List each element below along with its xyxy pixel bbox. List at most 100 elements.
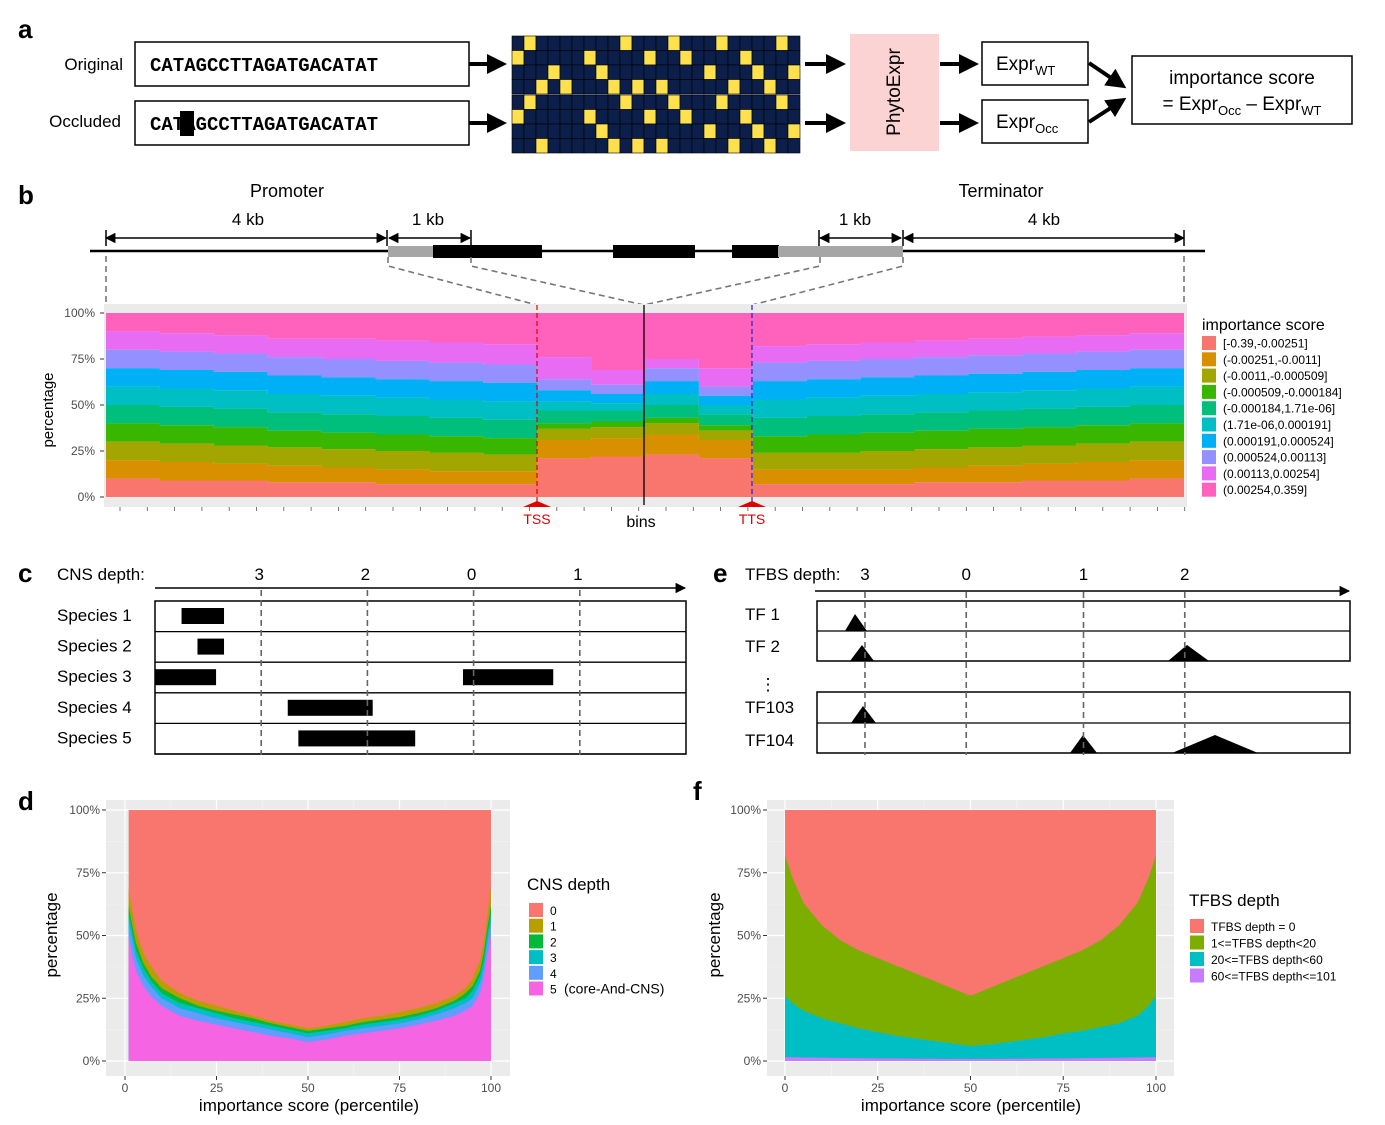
onehot-cell xyxy=(691,123,705,139)
tss-marker xyxy=(523,501,551,507)
area-series-0 xyxy=(128,810,491,1061)
legend-b: [-0.39,-0.00251] (-0.00251,-0.0011] (-0.00… xyxy=(1202,336,1342,497)
xtick-label: 25 xyxy=(871,1081,885,1095)
onehot-cell xyxy=(751,94,765,110)
legend-key-b xyxy=(1202,336,1216,350)
xlabel-b: bins xyxy=(626,514,655,531)
onehot-cell xyxy=(715,64,729,80)
onehot-cell xyxy=(727,109,741,125)
onehot-cell xyxy=(643,123,657,139)
onehot-cell xyxy=(523,138,537,154)
legend-key-b xyxy=(1202,417,1216,432)
legend-key xyxy=(1190,952,1204,966)
onehot-cell xyxy=(763,64,777,80)
onehot-cell xyxy=(667,138,681,154)
panel-letter-c: c xyxy=(18,558,32,588)
onehot-cell xyxy=(583,79,597,95)
onehot-cell xyxy=(595,138,609,154)
cns-bar xyxy=(197,638,225,655)
onehot-cell xyxy=(583,109,597,125)
onehot-cell xyxy=(739,123,753,139)
panel-c: c CNS depth: 3 2 0 1 Species 1 Species 2 Speci… xyxy=(18,558,687,755)
panel-f: f 0% 0 25% 25 50% 50 75% 75 100% 100 percentage i… xyxy=(693,776,1337,1115)
onehot-cell xyxy=(571,64,585,80)
onehot-cell xyxy=(715,138,729,154)
onehot-cell xyxy=(511,64,525,80)
legend-label-b: [-0.39,-0.00251] xyxy=(1223,337,1308,351)
ytick-label: 25% xyxy=(737,991,761,1005)
tf-ellipsis: ⋮ xyxy=(760,675,777,694)
expr-wt-label: ExprWT xyxy=(996,54,1055,78)
legend-label-b: (1.71e-06,0.000191] xyxy=(1223,418,1331,432)
onehot-cell xyxy=(535,50,549,66)
onehot-cell xyxy=(535,138,549,154)
onehot-cell xyxy=(631,94,645,110)
onehot-cell xyxy=(643,35,657,51)
onehot-cell xyxy=(619,79,633,95)
tfbs-depth-label: 2 xyxy=(1180,565,1189,584)
tf-label: TF 1 xyxy=(745,605,780,624)
onehot-cell xyxy=(703,109,717,125)
tfbs-depth-label: 3 xyxy=(860,565,869,584)
tfbs-panel: 3 0 1 2 TF 1 TF 2 TF103 TF104 ⋮ xyxy=(745,565,1351,755)
onehot-cell xyxy=(655,35,669,51)
onehot-cell xyxy=(559,79,573,95)
legend-key xyxy=(529,950,543,965)
onehot-cell xyxy=(571,35,585,51)
stacked-area-b xyxy=(106,313,1184,497)
onehot-cell xyxy=(631,50,645,66)
xtick-label: 50 xyxy=(301,1081,315,1095)
onehot-cell xyxy=(691,94,705,110)
tf-label: TF 2 xyxy=(745,637,780,656)
legend-key xyxy=(529,918,543,933)
onehot-cell xyxy=(691,138,705,154)
onehot-cell xyxy=(691,79,705,95)
ytick-label: 0% xyxy=(744,1054,762,1068)
onehot-cell xyxy=(751,138,765,154)
onehot-cell xyxy=(643,64,657,80)
onehot-cell xyxy=(607,94,621,110)
arrow-wt-to-score xyxy=(1087,61,1127,89)
onehot-cell xyxy=(679,64,693,80)
legend-note: (core-And-CNS) xyxy=(564,981,664,997)
onehot-cell xyxy=(751,109,765,125)
xtick-label: 100 xyxy=(1146,1081,1166,1095)
occlusion-block xyxy=(180,111,194,136)
row-label-original: Original xyxy=(64,55,123,74)
onehot-matrix-original xyxy=(511,35,801,95)
onehot-cell xyxy=(547,35,561,51)
legend-label-b: (0.00254,0.359] xyxy=(1223,483,1307,497)
kb4-left-label: 4 kb xyxy=(232,210,264,229)
sequence-occluded: CATAGCCTTAGATGACATAT xyxy=(150,114,378,136)
legend-label: 4 xyxy=(550,967,557,981)
onehot-cell xyxy=(631,109,645,125)
terminator-label: Terminator xyxy=(958,181,1043,201)
onehot-cell xyxy=(739,50,753,66)
legend-key xyxy=(529,903,543,917)
panel-letter-a: a xyxy=(18,14,33,44)
ytick-label: 50% xyxy=(76,929,100,943)
onehot-cell xyxy=(511,35,525,51)
onehot-cell xyxy=(607,50,621,66)
panel-a: a Original Occluded CATAGCCTTAGATGACATAT… xyxy=(18,14,1353,154)
xtick-label: 25 xyxy=(210,1081,224,1095)
onehot-cell xyxy=(523,64,537,80)
area-series-5 xyxy=(128,935,491,1061)
onehot-cell xyxy=(787,79,801,95)
tfbs-depth-label: 1 xyxy=(1079,565,1088,584)
onehot-cell xyxy=(643,138,657,154)
model-box xyxy=(850,34,939,151)
area-series-5 xyxy=(106,386,1184,420)
expr-occ-box xyxy=(981,99,1089,144)
score-title: importance score xyxy=(1169,68,1315,89)
area-series-0 xyxy=(106,454,1184,497)
panel-b: b Promoter Terminator 4 kb 1 kb 1 kb 4 k… xyxy=(18,180,1342,531)
area-series-1 xyxy=(106,434,1184,485)
onehot-cell xyxy=(787,123,801,139)
onehot-cell xyxy=(559,35,573,51)
tf-label: TF104 xyxy=(745,731,794,750)
legend-key-b xyxy=(1202,466,1216,481)
onehot-cell xyxy=(703,35,717,51)
onehot-cell xyxy=(559,123,573,139)
onehot-cell xyxy=(727,64,741,80)
